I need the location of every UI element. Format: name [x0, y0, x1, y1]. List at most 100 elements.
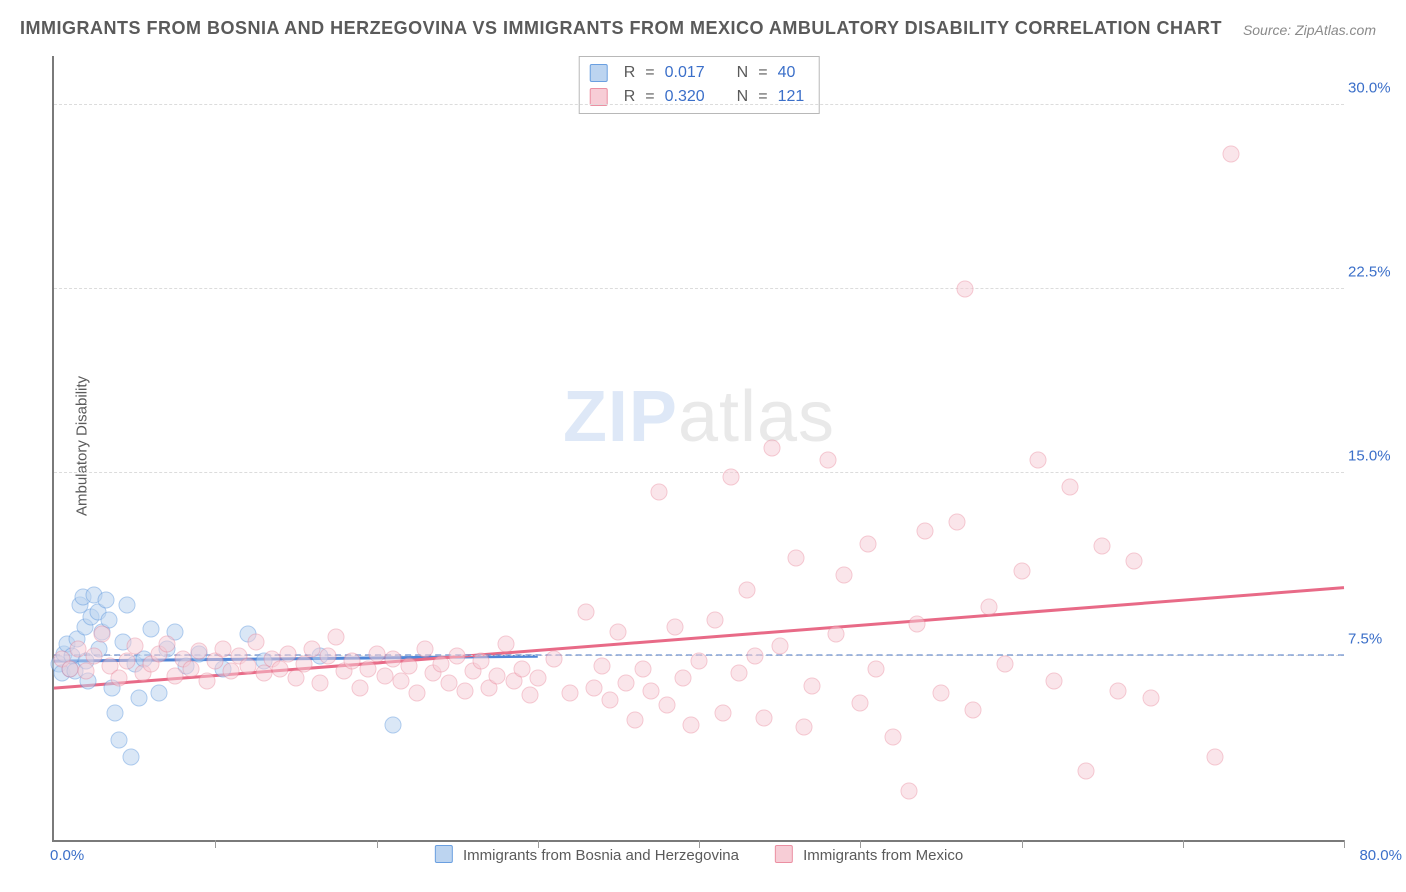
- scatter-point-mexico: [650, 484, 667, 501]
- watermark: ZIPatlas: [563, 376, 835, 458]
- scatter-point-mexico: [441, 675, 458, 692]
- scatter-point-mexico: [739, 582, 756, 599]
- scatter-point-mexico: [634, 660, 651, 677]
- scatter-point-bosnia: [118, 596, 135, 613]
- scatter-point-bosnia: [107, 704, 124, 721]
- scatter-point-bosnia: [384, 716, 401, 733]
- scatter-point-mexico: [86, 648, 103, 665]
- scatter-point-mexico: [376, 667, 393, 684]
- scatter-point-mexico: [666, 618, 683, 635]
- scatter-point-bosnia: [97, 591, 114, 608]
- y-tick-label: 7.5%: [1348, 631, 1402, 648]
- legend-swatch-bosnia: [435, 845, 453, 863]
- scatter-point-mexico: [473, 653, 490, 670]
- scatter-point-mexico: [884, 729, 901, 746]
- scatter-point-mexico: [658, 697, 675, 714]
- scatter-point-mexico: [691, 653, 708, 670]
- scatter-point-mexico: [626, 711, 643, 728]
- scatter-point-mexico: [360, 660, 377, 677]
- scatter-point-mexico: [94, 626, 111, 643]
- source-value: ZipAtlas.com: [1295, 22, 1376, 38]
- legend-swatch-mexico: [775, 845, 793, 863]
- scatter-point-mexico: [1110, 682, 1127, 699]
- scatter-point-mexico: [836, 567, 853, 584]
- scatter-point-mexico: [344, 653, 361, 670]
- x-tick-mark: [860, 840, 861, 848]
- scatter-point-mexico: [158, 636, 175, 653]
- scatter-point-mexico: [118, 653, 135, 670]
- x-tick-mark: [215, 840, 216, 848]
- scatter-point-mexico: [949, 513, 966, 530]
- source-attribution: Source: ZipAtlas.com: [1243, 22, 1376, 38]
- scatter-point-mexico: [594, 658, 611, 675]
- scatter-point-mexico: [287, 670, 304, 687]
- scatter-point-bosnia: [110, 731, 127, 748]
- legend-item-mexico: Immigrants from Mexico: [775, 845, 963, 864]
- scatter-point-mexico: [1013, 562, 1030, 579]
- scatter-point-mexico: [408, 685, 425, 702]
- scatter-point-mexico: [352, 680, 369, 697]
- watermark-zip: ZIP: [563, 377, 678, 457]
- scatter-point-mexico: [78, 662, 95, 679]
- scatter-point-mexico: [110, 670, 127, 687]
- scatter-point-mexico: [1078, 763, 1095, 780]
- x-tick-mark: [377, 840, 378, 848]
- scatter-point-mexico: [618, 675, 635, 692]
- stats-r-mexico: 0.320: [665, 85, 705, 109]
- scatter-point-mexico: [682, 716, 699, 733]
- scatter-point-mexico: [723, 469, 740, 486]
- scatter-point-mexico: [545, 650, 562, 667]
- scatter-point-mexico: [400, 658, 417, 675]
- scatter-point-mexico: [126, 638, 143, 655]
- scatter-point-mexico: [433, 655, 450, 672]
- scatter-point-mexico: [586, 680, 603, 697]
- scatter-point-mexico: [771, 638, 788, 655]
- x-axis-origin-label: 0.0%: [50, 847, 84, 864]
- scatter-point-mexico: [932, 685, 949, 702]
- scatter-point-mexico: [747, 648, 764, 665]
- scatter-point-mexico: [578, 604, 595, 621]
- stats-legend-box: R = 0.017 N = 40 R = 0.320 N = 121: [579, 56, 820, 114]
- scatter-point-mexico: [1045, 672, 1062, 689]
- scatter-point-mexico: [763, 440, 780, 457]
- scatter-point-mexico: [852, 694, 869, 711]
- scatter-point-mexico: [223, 662, 240, 679]
- scatter-point-mexico: [715, 704, 732, 721]
- scatter-point-mexico: [787, 550, 804, 567]
- scatter-point-mexico: [642, 682, 659, 699]
- watermark-atlas: atlas: [678, 377, 835, 457]
- scatter-point-mexico: [513, 660, 530, 677]
- gridline: [54, 472, 1344, 473]
- scatter-point-mexico: [674, 670, 691, 687]
- scatter-point-mexico: [384, 650, 401, 667]
- legend-label-mexico: Immigrants from Mexico: [803, 847, 963, 864]
- scatter-plot-area: ZIPatlas R = 0.017 N = 40 R = 0.320 N = …: [52, 56, 1344, 842]
- stats-row-bosnia: R = 0.017 N = 40: [590, 61, 805, 85]
- stats-eq: =: [758, 85, 767, 109]
- scatter-point-mexico: [803, 677, 820, 694]
- scatter-point-mexico: [868, 660, 885, 677]
- scatter-point-mexico: [215, 640, 232, 657]
- stats-swatch-bosnia: [590, 64, 608, 82]
- scatter-point-mexico: [271, 660, 288, 677]
- scatter-point-mexico: [183, 660, 200, 677]
- y-tick-label: 30.0%: [1348, 80, 1402, 97]
- scatter-point-mexico: [497, 636, 514, 653]
- stats-eq: =: [758, 61, 767, 85]
- x-tick-mark: [699, 840, 700, 848]
- scatter-point-mexico: [1061, 479, 1078, 496]
- scatter-point-mexico: [320, 648, 337, 665]
- scatter-point-mexico: [828, 626, 845, 643]
- chart-title: IMMIGRANTS FROM BOSNIA AND HERZEGOVINA V…: [20, 18, 1222, 39]
- x-tick-mark: [1183, 840, 1184, 848]
- scatter-point-mexico: [602, 692, 619, 709]
- scatter-point-mexico: [62, 660, 79, 677]
- scatter-point-mexico: [457, 682, 474, 699]
- stats-n-mexico: 121: [778, 85, 805, 109]
- scatter-point-mexico: [997, 655, 1014, 672]
- x-axis-max-label: 80.0%: [1359, 847, 1402, 864]
- scatter-point-mexico: [820, 452, 837, 469]
- stats-eq: =: [645, 85, 654, 109]
- scatter-point-mexico: [731, 665, 748, 682]
- scatter-point-mexico: [279, 645, 296, 662]
